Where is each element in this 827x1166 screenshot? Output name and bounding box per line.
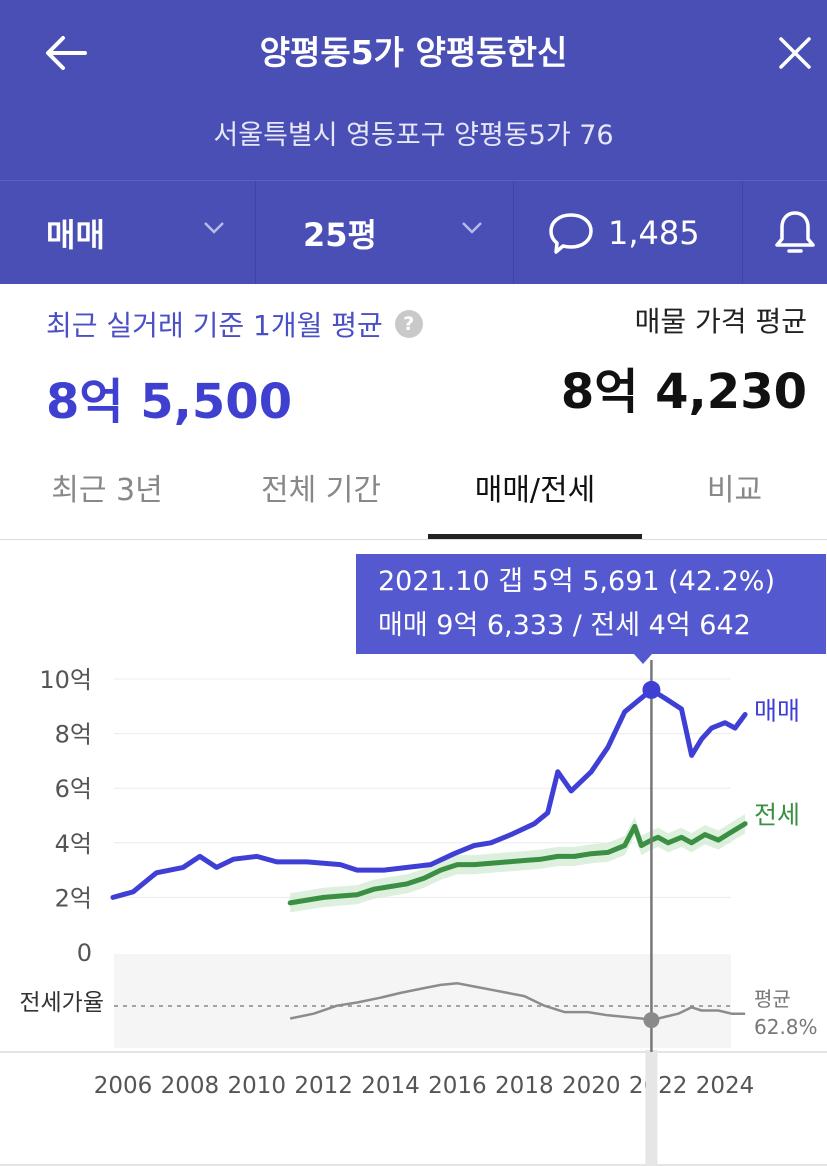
highlight-ratio-dot [643, 1012, 660, 1029]
active-tab-indicator [428, 534, 642, 539]
ratio-axis-label: 전세가율 [19, 990, 104, 1016]
y-tick-label: 6억 [55, 775, 92, 803]
x-tick-label: 2022 [629, 1073, 688, 1099]
jeonse-price-line [287, 821, 748, 906]
y-tick-label: 0 [77, 939, 92, 967]
chevron-down-icon [204, 222, 224, 234]
recent-trade-label: 최근 실거래 기준 1개월 평균 ? [46, 304, 423, 344]
comments-button[interactable]: 1,485 [514, 181, 743, 285]
ratio-average-value: 62.8% [754, 1015, 818, 1039]
listing-price-value: 8억 4,230 [560, 364, 807, 420]
sale-series-label: 매매 [754, 696, 800, 725]
app-header: 양평동5가 양평동한신 서울특별시 영등포구 양평동5가 76 [0, 0, 827, 180]
comment-count: 1,485 [608, 214, 700, 252]
speech-bubble-icon [549, 213, 593, 254]
x-tick-label: 2020 [562, 1073, 621, 1099]
tab-recent-3y[interactable]: 최근 3년 [51, 473, 163, 508]
recent-trade-label-text: 최근 실거래 기준 1개월 평균 [46, 309, 383, 342]
jeonse-series-label: 전세 [754, 801, 800, 830]
close-icon [779, 37, 811, 69]
x-tick-label: 2024 [696, 1073, 755, 1099]
x-tick-label: 2016 [428, 1073, 487, 1099]
arrow-left-icon [46, 36, 87, 70]
y-tick-label: 4억 [55, 830, 92, 858]
x-tick-label: 2010 [228, 1073, 287, 1099]
tooltip-price-line: 매매 9억 6,333 / 전세 4억 642 [378, 610, 751, 641]
x-tick-label: 2014 [361, 1073, 420, 1099]
y-tick-label: 10억 [39, 666, 92, 694]
price-tooltip: 2021.10 갭 5억 5,691 (42.2%) 매매 9억 6,333 /… [356, 554, 826, 664]
cursor-shadow [645, 1050, 658, 1166]
bell-icon [775, 211, 815, 253]
size-label: 25평 [303, 216, 377, 254]
price-chart-svg: 10억 8억 6억 4억 2억 0 2006 2008 2010 2012 2014 2016 201… [0, 660, 827, 1166]
chevron-down-icon [462, 222, 482, 234]
size-dropdown[interactable]: 25평 [256, 181, 514, 285]
y-tick-label: 8억 [55, 721, 92, 749]
ratio-average-label: 평균 [754, 987, 791, 1011]
x-tick-label: 2012 [294, 1073, 353, 1099]
jeonse-ratio-line [289, 982, 746, 1022]
x-tick-label: 2006 [94, 1073, 153, 1099]
tab-all-period[interactable]: 전체 기간 [261, 473, 381, 508]
y-tick-label: 2억 [55, 884, 92, 912]
trade-type-dropdown[interactable]: 매매 [0, 181, 256, 285]
ratio-panel-bg [114, 954, 731, 1048]
highlight-sale-dot [642, 680, 661, 699]
tab-compare[interactable]: 비교 [706, 473, 763, 508]
x-tick-label: 2008 [161, 1073, 220, 1099]
tooltip-arrow [634, 654, 652, 664]
close-button[interactable] [772, 28, 818, 78]
listing-price-label: 매물 가격 평균 [634, 305, 807, 338]
alert-button[interactable] [743, 181, 827, 285]
price-summary: 최근 실거래 기준 1개월 평균 ? 8억 5,500 매물 가격 평균 8억 … [0, 284, 827, 434]
chart-tabs: 최근 3년 전체 기간 매매/전세 비교 [0, 434, 827, 540]
trade-type-label: 매매 [46, 216, 105, 254]
x-tick-label: 2018 [495, 1073, 554, 1099]
page-title: 양평동5가 양평동한신 [259, 33, 568, 72]
tab-sale-jeonse[interactable]: 매매/전세 [474, 473, 596, 508]
tooltip-gap-line: 2021.10 갭 5억 5,691 (42.2%) [378, 566, 775, 597]
recent-trade-price: 8억 5,500 [46, 374, 293, 430]
back-button[interactable] [38, 28, 92, 78]
filter-bar: 매매 25평 1,485 [0, 180, 827, 285]
help-icon[interactable]: ? [394, 310, 423, 338]
sale-price-line [110, 687, 748, 900]
address-text: 서울특별시 영등포구 양평동5가 76 [213, 120, 614, 151]
price-chart[interactable]: 10억 8억 6억 4억 2억 0 2006 2008 2010 2012 2014 2016 201… [0, 540, 827, 1166]
